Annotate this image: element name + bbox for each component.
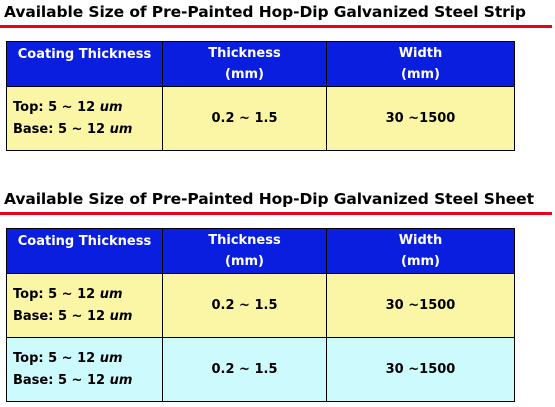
sheet-title: Available Size of Pre-Painted Hop-Dip Ga…	[4, 190, 534, 208]
width-header: Width (mm)	[326, 41, 515, 87]
width-cell: 30 ~1500	[326, 337, 515, 402]
strip-title: Available Size of Pre-Painted Hop-Dip Ga…	[4, 3, 526, 21]
thickness-header: Thickness (mm)	[162, 228, 327, 274]
width-cell: 30 ~1500	[326, 273, 515, 338]
sheet-title-underline	[0, 212, 552, 215]
table-header-row: Coating Thickness Thickness (mm) Width (mm…	[6, 228, 515, 274]
thickness-header: Thickness (mm)	[162, 41, 327, 87]
thickness-cell: 0.2 ~ 1.5	[162, 86, 327, 151]
width-cell: 30 ~1500	[326, 86, 515, 151]
thickness-cell: 0.2 ~ 1.5	[162, 337, 327, 402]
coating-thickness-header: Coating Thickness	[6, 41, 163, 87]
table-row: Top: 5 ~ 12 um Base: 5 ~ 12 um 0.2 ~ 1.5…	[6, 337, 515, 402]
coating-thickness-cell: Top: 5 ~ 12 um Base: 5 ~ 12 um	[6, 273, 163, 338]
table-row: Top: 5 ~ 12 um Base: 5 ~ 12 um 0.2 ~ 1.5…	[6, 273, 515, 338]
coating-thickness-cell: Top: 5 ~ 12 um Base: 5 ~ 12 um	[6, 337, 163, 402]
sheet-size-table: Coating Thickness Thickness (mm) Width (mm…	[6, 228, 515, 402]
thickness-cell: 0.2 ~ 1.5	[162, 273, 327, 338]
strip-size-table: Coating Thickness Thickness (mm) Width (mm…	[6, 41, 515, 151]
coating-thickness-cell: Top: 5 ~ 12 um Base: 5 ~ 12 um	[6, 86, 163, 151]
width-header: Width (mm)	[326, 228, 515, 274]
coating-thickness-header: Coating Thickness	[6, 228, 163, 274]
table-row: Top: 5 ~ 12 um Base: 5 ~ 12 um 0.2 ~ 1.5…	[6, 86, 515, 151]
strip-title-underline	[0, 25, 552, 28]
table-header-row: Coating Thickness Thickness (mm) Width (mm…	[6, 41, 515, 87]
